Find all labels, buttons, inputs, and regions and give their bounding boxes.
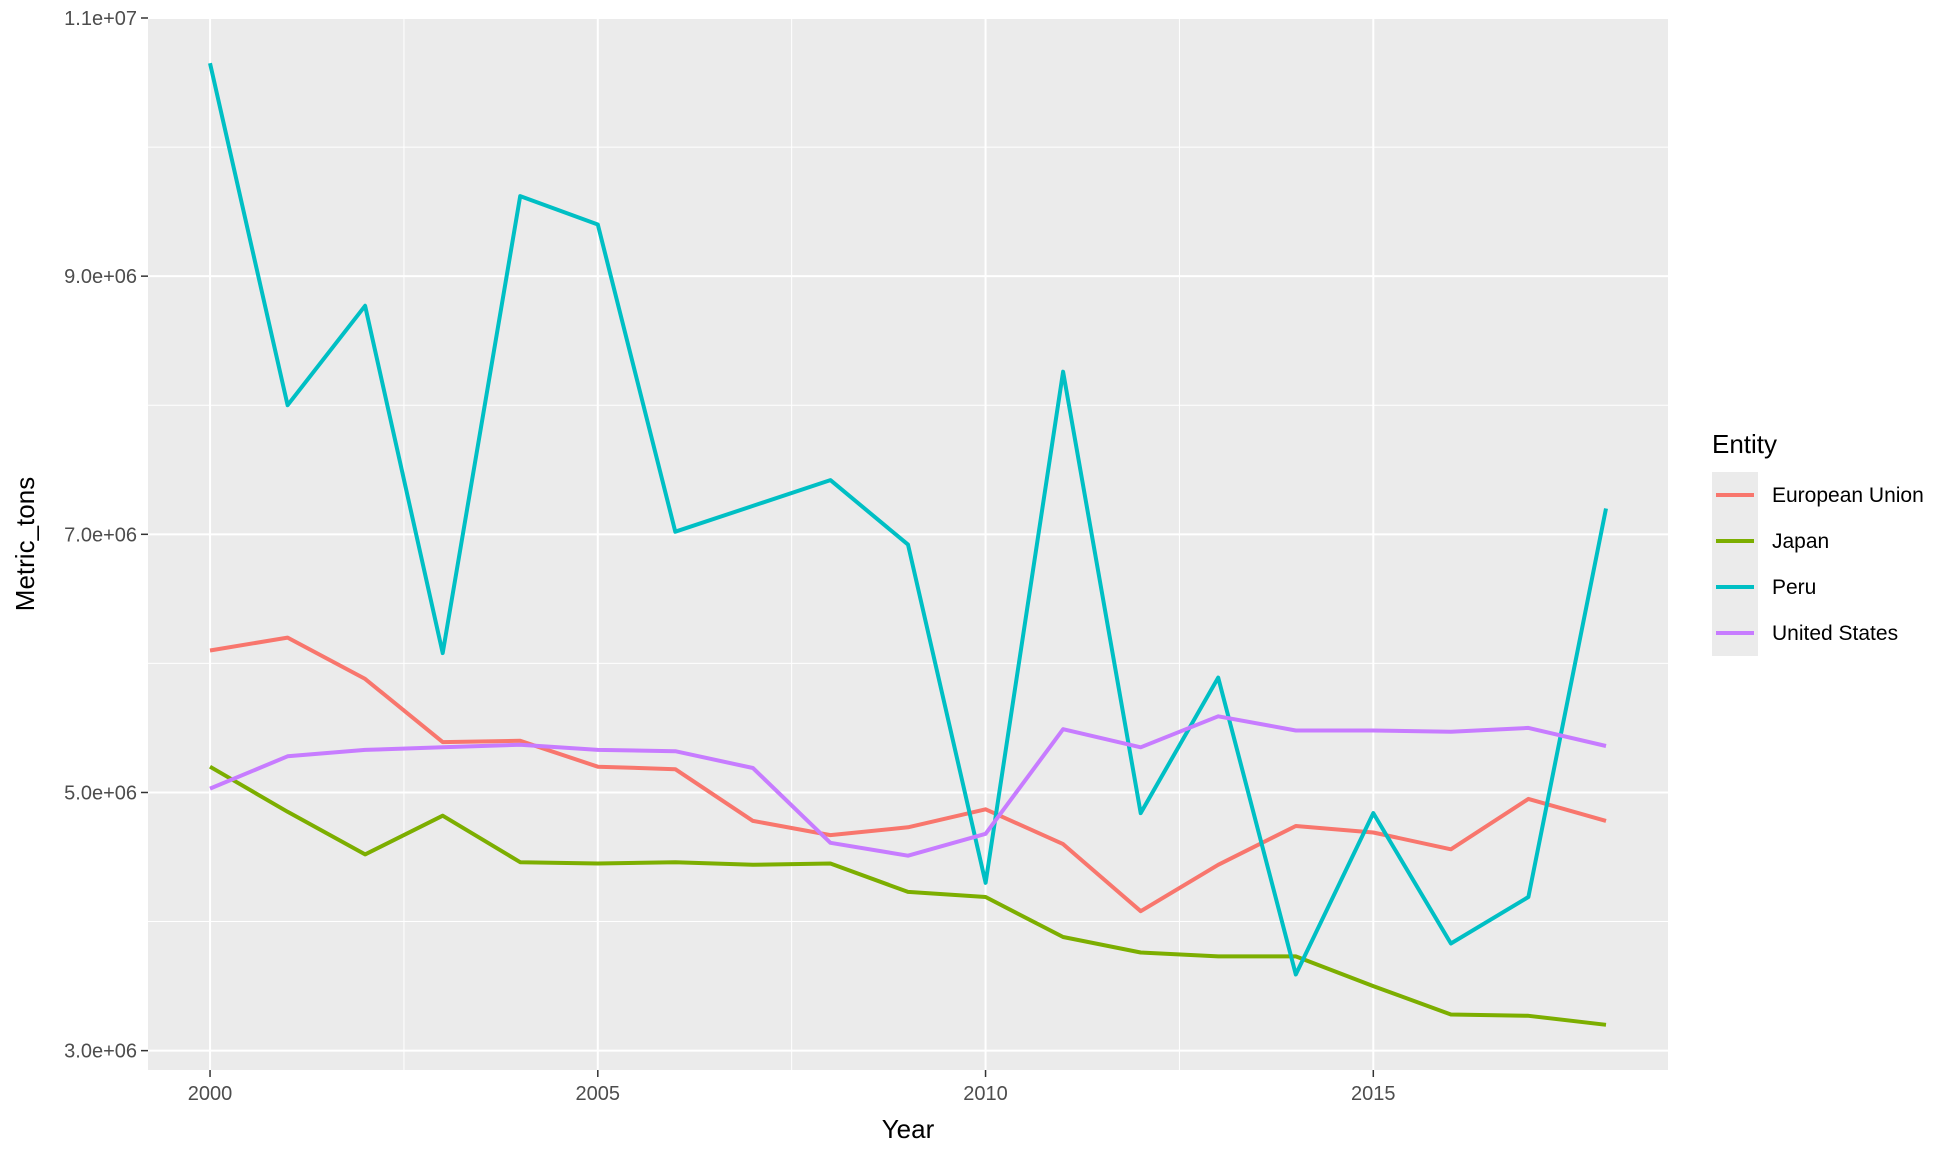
y-tick-label: 1.1e+07 xyxy=(64,8,137,30)
y-axis: 3.0e+06 5.0e+06 7.0e+06 9.0e+06 1.1e+07 xyxy=(64,8,148,1063)
legend-label: Peru xyxy=(1772,576,1816,599)
y-tick-label: 9.0e+06 xyxy=(64,266,137,288)
y-tick-label: 5.0e+06 xyxy=(64,782,137,804)
x-tick-label: 2015 xyxy=(1351,1083,1396,1105)
legend-label: Japan xyxy=(1772,530,1829,553)
x-axis: 2000 2005 2010 2015 xyxy=(188,1070,1396,1105)
x-tick-label: 2005 xyxy=(576,1083,621,1105)
legend: Entity European Union Japan Peru United Sta… xyxy=(1712,429,1924,656)
legend-items: European Union Japan Peru United States xyxy=(1712,472,1924,656)
y-tick-label: 7.0e+06 xyxy=(64,524,137,546)
legend-title: Entity xyxy=(1712,429,1777,459)
x-tick-label: 2010 xyxy=(963,1083,1008,1105)
x-tick-label: 2000 xyxy=(188,1083,233,1105)
y-tick-label: 3.0e+06 xyxy=(64,1041,137,1063)
legend-label: United States xyxy=(1772,622,1898,645)
legend-label: European Union xyxy=(1772,484,1924,507)
series-lines xyxy=(208,62,1608,1027)
minor-gridlines xyxy=(148,18,1668,1070)
y-axis-title: Metric_tons xyxy=(10,477,40,611)
series-line-peru xyxy=(208,62,1608,977)
x-axis-title: Year xyxy=(882,1114,935,1144)
major-gridlines xyxy=(148,17,1668,1070)
series-line-united-states xyxy=(209,714,1607,858)
series-line-european-union xyxy=(209,635,1607,914)
series-line-japan xyxy=(208,764,1607,1027)
